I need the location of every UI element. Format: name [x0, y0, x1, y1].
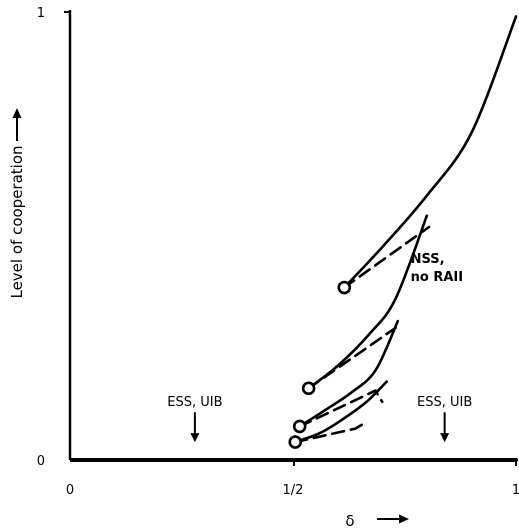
annotation-1: ESS, UIB	[417, 395, 472, 410]
dashed-line-5	[343, 225, 431, 289]
open-circle-marker-1	[301, 381, 316, 396]
dashed-line-6	[307, 326, 397, 390]
annotations: ESS, UIB ESS, UIB NSS, no RAII	[167, 252, 472, 443]
x-tick-label-1: 1/2	[283, 483, 304, 498]
solid-line-3	[298, 319, 400, 428]
x-axis-title: δ	[345, 512, 354, 530]
solid-line-4	[293, 380, 388, 444]
x-axis-arrow-icon	[377, 514, 409, 524]
annotation-0: ESS, UIB	[167, 395, 222, 410]
y-tick-label-1: 1	[37, 6, 45, 21]
solid-line-1	[343, 15, 518, 289]
dashed-line-8	[293, 420, 368, 444]
annotation-arrow-icon-1	[440, 412, 450, 443]
annotation-arrow-icon-0	[190, 412, 200, 443]
plot-markers	[288, 280, 352, 449]
tick-labels: 0 1/2 1 0 1	[37, 6, 519, 498]
x-tick-label-0: 0	[66, 483, 74, 498]
dashed-line-7	[298, 389, 384, 428]
axes	[64, 10, 517, 466]
annotation-2: NSS, no RAII	[411, 252, 463, 285]
plot-lines	[291, 15, 518, 463]
y-axis-title: Level of cooperation	[8, 145, 26, 298]
open-circle-marker-3	[288, 435, 303, 449]
y-axis-arrow-icon	[12, 108, 22, 141]
open-circle-marker-2	[292, 419, 307, 434]
open-circle-marker-0	[337, 280, 352, 295]
axis-titles: δ Level of cooperation	[8, 108, 409, 530]
y-tick-label-0: 0	[37, 454, 45, 469]
x-tick-label-2: 1	[512, 483, 519, 498]
